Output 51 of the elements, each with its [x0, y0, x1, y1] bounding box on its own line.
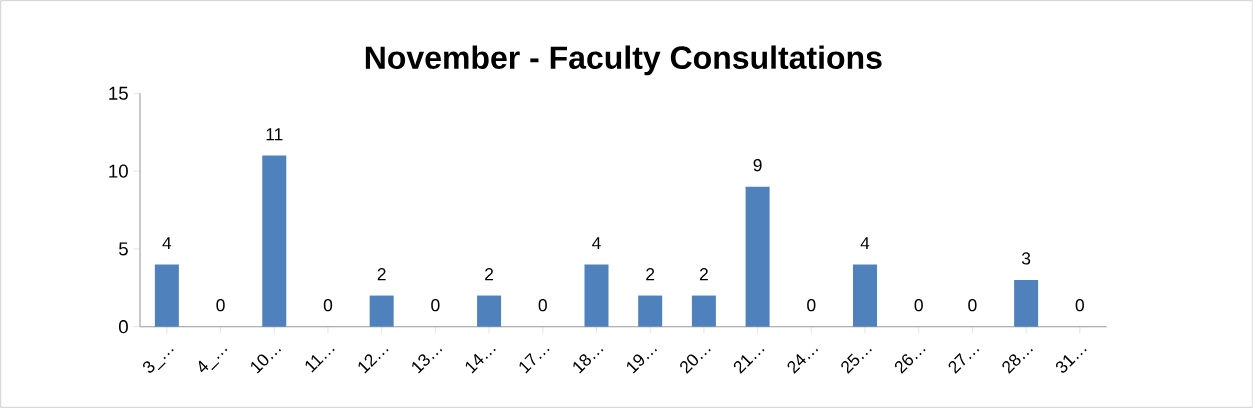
x-tick-label: 20… — [680, 348, 711, 374]
bar — [745, 186, 770, 327]
data-label: 0 — [216, 299, 225, 312]
x-tick-label: 27… — [948, 348, 980, 374]
x-tick-label: 4_… — [198, 348, 228, 373]
y-tick-label: 0 — [118, 320, 128, 334]
x-tick-label: 24… — [787, 348, 819, 374]
data-label: 9 — [753, 159, 762, 172]
data-label: 0 — [431, 299, 440, 312]
data-label: 2 — [699, 268, 708, 281]
data-label: 0 — [323, 299, 333, 312]
data-label: 0 — [1075, 299, 1084, 312]
y-tick-label: 10 — [109, 164, 128, 178]
x-tick-label: 13… — [412, 348, 443, 374]
bar — [262, 155, 287, 327]
data-label: 0 — [968, 299, 977, 312]
bar — [853, 264, 878, 327]
data-label: 3 — [1021, 252, 1031, 265]
y-tick-label: 15 — [109, 86, 128, 100]
x-tick-label: 25… — [841, 348, 872, 374]
x-tick-label: 18… — [573, 348, 604, 374]
x-tick-label: 10… — [251, 348, 282, 374]
data-label: 2 — [377, 268, 386, 281]
x-tick-label: 14… — [465, 348, 496, 374]
data-label: 0 — [807, 299, 816, 312]
bar — [477, 295, 502, 327]
bar — [638, 295, 663, 327]
x-tick-label: 17… — [519, 348, 550, 374]
data-label: 0 — [914, 299, 923, 312]
bar — [154, 264, 179, 327]
x-tick-label: 12… — [358, 348, 389, 374]
bar — [369, 295, 394, 327]
x-tick-label: 28… — [1002, 348, 1033, 374]
data-label: 4 — [162, 237, 172, 250]
data-label: 2 — [485, 268, 494, 281]
bar — [691, 295, 716, 327]
y-tick-label: 5 — [119, 242, 128, 256]
data-label: 2 — [646, 268, 655, 281]
x-tick-label: 11… — [305, 348, 335, 373]
data-label: 4 — [860, 237, 870, 250]
chart-title: November - Faculty Consultations — [365, 45, 882, 76]
data-label: 11 — [266, 128, 283, 141]
x-tick-label: 26… — [894, 348, 926, 374]
data-label: 0 — [538, 299, 547, 312]
bar — [584, 264, 609, 327]
x-tick-label: 21… — [733, 348, 765, 374]
bar — [1014, 280, 1039, 327]
x-tick-label: 3_… — [143, 348, 174, 373]
data-label: 4 — [592, 237, 601, 250]
x-tick-label: 31… — [1055, 348, 1087, 373]
x-tick-label: 19… — [626, 348, 658, 374]
